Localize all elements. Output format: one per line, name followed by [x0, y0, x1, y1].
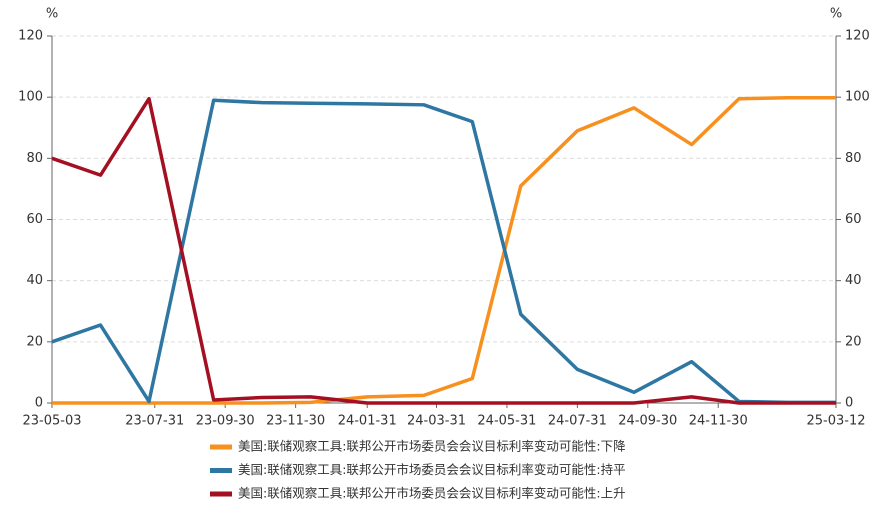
series-line	[52, 96, 836, 405]
y-tick-label: 40	[26, 273, 43, 288]
x-tick-label: 24-07-31	[548, 414, 607, 429]
y-tick-label: 60	[26, 212, 43, 227]
y-tick-label: 100	[18, 90, 43, 105]
legend-label: 美国:联储观察工具:联邦公开市场委员会会议目标利率变动可能性:下降	[238, 439, 626, 454]
y2-tick-label: 40	[845, 273, 862, 288]
series-line	[51, 96, 836, 405]
x-tick-label: 24-11-30	[689, 414, 748, 429]
x-tick-label: 23-07-31	[125, 414, 184, 429]
y2-tick-label: 20	[845, 334, 862, 349]
y2-tick-label: 120	[845, 29, 870, 44]
x-tick-label: 24-05-31	[477, 414, 536, 429]
y-tick-label: 20	[26, 334, 43, 349]
x-tick-label: 24-01-31	[338, 414, 397, 429]
series-line	[51, 98, 836, 405]
x-tick-label: 24-09-30	[618, 414, 677, 429]
legend-label: 美国:联储观察工具:联邦公开市场委员会会议目标利率变动可能性:持平	[238, 462, 626, 477]
y-tick-label: 120	[18, 29, 43, 44]
y2-tick-label: 80	[845, 151, 862, 166]
y-tick-label: 80	[26, 151, 43, 166]
legend-label: 美国:联储观察工具:联邦公开市场委员会会议目标利率变动可能性:上升	[238, 486, 626, 501]
x-tick-label: 23-09-30	[196, 414, 255, 429]
y2-tick-label: 100	[845, 90, 870, 105]
y2-tick-label: 60	[845, 212, 862, 227]
y-unit: %	[46, 7, 58, 22]
y2-tick-label: 0	[845, 396, 853, 411]
y2-unit: %	[830, 7, 842, 22]
x-tick-label: 23-11-30	[266, 414, 325, 429]
x-tick-label: 23-05-03	[22, 414, 81, 429]
x-tick-label: 25-03-12	[806, 414, 865, 429]
y-tick-label: 0	[35, 396, 43, 411]
legend: 美国:联储观察工具:联邦公开市场委员会会议目标利率变动可能性:下降美国:联储观察…	[210, 439, 626, 501]
x-tick-label: 24-03-31	[407, 414, 466, 429]
